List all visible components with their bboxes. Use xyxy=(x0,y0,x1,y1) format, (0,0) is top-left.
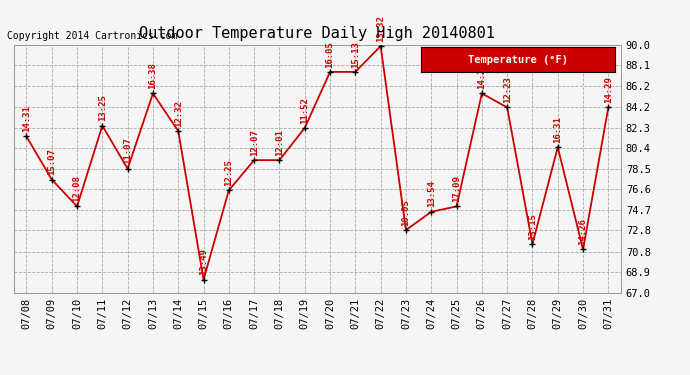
Text: 14:29: 14:29 xyxy=(604,76,613,103)
Text: 13:15: 13:15 xyxy=(528,213,537,240)
Text: 11:52: 11:52 xyxy=(300,97,309,123)
Text: 12:01: 12:01 xyxy=(275,129,284,156)
Text: 16:38: 16:38 xyxy=(148,62,157,89)
Text: 11:07: 11:07 xyxy=(123,138,132,165)
Text: 15:07: 15:07 xyxy=(47,148,57,175)
Text: 12:32: 12:32 xyxy=(174,100,183,127)
Text: 10:05: 10:05 xyxy=(402,199,411,226)
Text: 14:29: 14:29 xyxy=(477,62,486,89)
Text: 13:54: 13:54 xyxy=(426,181,436,207)
Text: 13:49: 13:49 xyxy=(199,248,208,275)
Text: 16:31: 16:31 xyxy=(553,116,562,143)
Text: 14:26: 14:26 xyxy=(578,218,588,245)
Text: 12:07: 12:07 xyxy=(250,129,259,156)
Text: 12:25: 12:25 xyxy=(224,159,233,186)
Title: Outdoor Temperature Daily High 20140801: Outdoor Temperature Daily High 20140801 xyxy=(139,26,495,41)
Text: 12:23: 12:23 xyxy=(502,76,512,103)
Text: 15:13: 15:13 xyxy=(351,41,360,68)
Text: 13:32: 13:32 xyxy=(376,15,385,42)
Text: 17:09: 17:09 xyxy=(452,175,461,202)
Text: 14:31: 14:31 xyxy=(22,105,31,132)
Text: 16:05: 16:05 xyxy=(326,41,335,68)
Text: Copyright 2014 Cartronics.com: Copyright 2014 Cartronics.com xyxy=(7,32,177,41)
Text: 12:08: 12:08 xyxy=(72,175,81,202)
Text: 13:25: 13:25 xyxy=(98,94,107,122)
